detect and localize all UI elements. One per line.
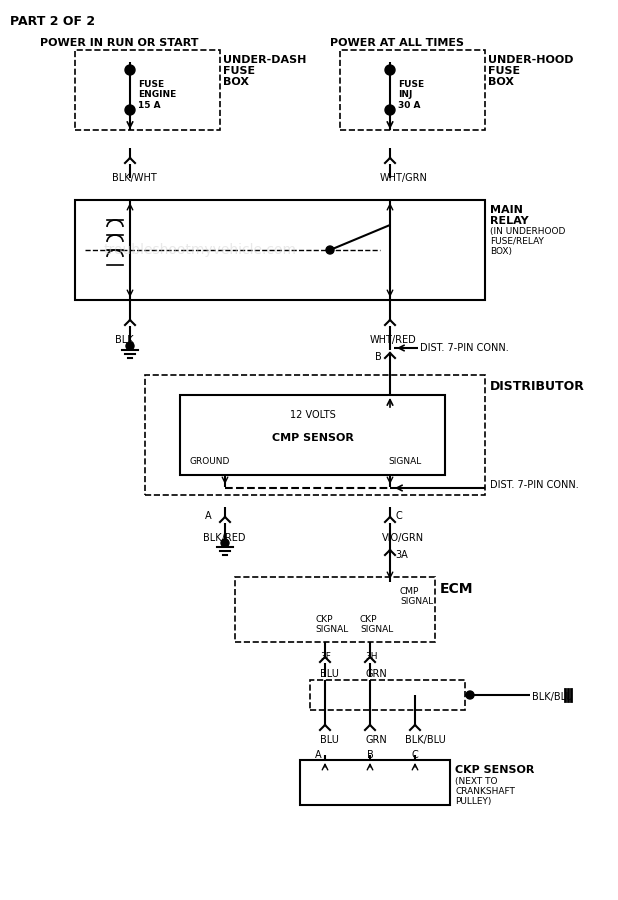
Text: B: B — [367, 750, 374, 760]
Circle shape — [125, 105, 135, 115]
Text: CRANKSHAFT: CRANKSHAFT — [455, 787, 515, 796]
Text: 15 A: 15 A — [138, 101, 161, 110]
Text: 3A: 3A — [395, 550, 408, 560]
Text: GRN: GRN — [365, 669, 387, 679]
Text: UNDER-HOOD: UNDER-HOOD — [488, 55, 574, 65]
Circle shape — [221, 539, 229, 547]
Text: BOX: BOX — [488, 77, 514, 87]
Text: RELAY: RELAY — [490, 216, 528, 226]
Text: 30 A: 30 A — [398, 101, 420, 110]
Text: C: C — [395, 511, 402, 521]
Text: BLK/RED: BLK/RED — [203, 533, 245, 543]
Text: UNDER-DASH: UNDER-DASH — [223, 55, 307, 65]
Text: BLU: BLU — [320, 735, 339, 745]
Bar — [235, 577, 435, 642]
Text: PULLEY): PULLEY) — [455, 797, 491, 806]
Circle shape — [385, 105, 395, 115]
Text: CKP: CKP — [315, 615, 332, 624]
Text: FUSE: FUSE — [223, 66, 255, 76]
Text: PART 2 OF 2: PART 2 OF 2 — [10, 15, 95, 28]
Text: A: A — [315, 750, 321, 760]
Text: BLK/WHT: BLK/WHT — [112, 173, 157, 183]
Text: BLK: BLK — [115, 335, 133, 345]
Circle shape — [385, 65, 395, 75]
Text: (IN UNDERHOOD: (IN UNDERHOOD — [490, 227, 565, 236]
Text: ENGINE: ENGINE — [138, 90, 176, 99]
Text: A: A — [205, 511, 211, 521]
Text: CMP: CMP — [400, 587, 420, 596]
Text: FUSE: FUSE — [138, 80, 164, 89]
Text: BOX): BOX) — [490, 247, 512, 256]
Text: CKP SENSOR: CKP SENSOR — [455, 765, 535, 775]
Bar — [145, 375, 485, 495]
Text: BOX: BOX — [223, 77, 249, 87]
Bar — [340, 50, 485, 130]
Text: 3F: 3F — [320, 652, 331, 661]
Bar — [75, 200, 485, 300]
Circle shape — [125, 65, 135, 75]
Text: MAIN: MAIN — [490, 205, 523, 215]
Text: GROUND: GROUND — [190, 457, 230, 466]
Text: POWER IN RUN OR START: POWER IN RUN OR START — [40, 38, 198, 48]
Text: FUSE/RELAY: FUSE/RELAY — [490, 237, 544, 246]
Text: WHT/RED: WHT/RED — [370, 335, 417, 345]
Text: VIO/GRN: VIO/GRN — [382, 533, 424, 543]
Text: DISTRIBUTOR: DISTRIBUTOR — [490, 380, 585, 393]
Text: ECM: ECM — [440, 582, 473, 596]
Text: BLK/BLU: BLK/BLU — [532, 692, 573, 702]
Text: WHT/GRN: WHT/GRN — [380, 173, 428, 183]
Text: INJ: INJ — [398, 90, 412, 99]
Bar — [75, 50, 220, 130]
Text: DIST. 7-PIN CONN.: DIST. 7-PIN CONN. — [420, 343, 509, 353]
Text: 3H: 3H — [365, 652, 378, 661]
Text: SIGNAL: SIGNAL — [315, 625, 349, 634]
Text: C: C — [412, 750, 419, 760]
Text: SIGNAL: SIGNAL — [400, 597, 433, 606]
Bar — [180, 395, 445, 475]
Text: troubleshootmyvehicle.com: troubleshootmyvehicle.com — [103, 243, 297, 257]
Text: GRN: GRN — [365, 735, 387, 745]
Text: BLK/BLU: BLK/BLU — [405, 735, 446, 745]
Text: FUSE: FUSE — [398, 80, 424, 89]
Text: BLU: BLU — [320, 669, 339, 679]
Text: POWER AT ALL TIMES: POWER AT ALL TIMES — [330, 38, 464, 48]
Text: 12 VOLTS: 12 VOLTS — [290, 410, 336, 420]
Text: B: B — [375, 352, 382, 362]
Bar — [310, 680, 465, 710]
Text: (NEXT TO: (NEXT TO — [455, 777, 497, 786]
Circle shape — [326, 246, 334, 254]
Text: CKP: CKP — [360, 615, 378, 624]
Text: SIGNAL: SIGNAL — [388, 457, 421, 466]
Bar — [300, 760, 450, 805]
Text: SIGNAL: SIGNAL — [360, 625, 393, 634]
Text: FUSE: FUSE — [488, 66, 520, 76]
Circle shape — [126, 342, 134, 350]
Text: DIST. 7-PIN CONN.: DIST. 7-PIN CONN. — [490, 480, 578, 490]
Text: CMP SENSOR: CMP SENSOR — [271, 433, 353, 443]
Circle shape — [466, 691, 474, 699]
